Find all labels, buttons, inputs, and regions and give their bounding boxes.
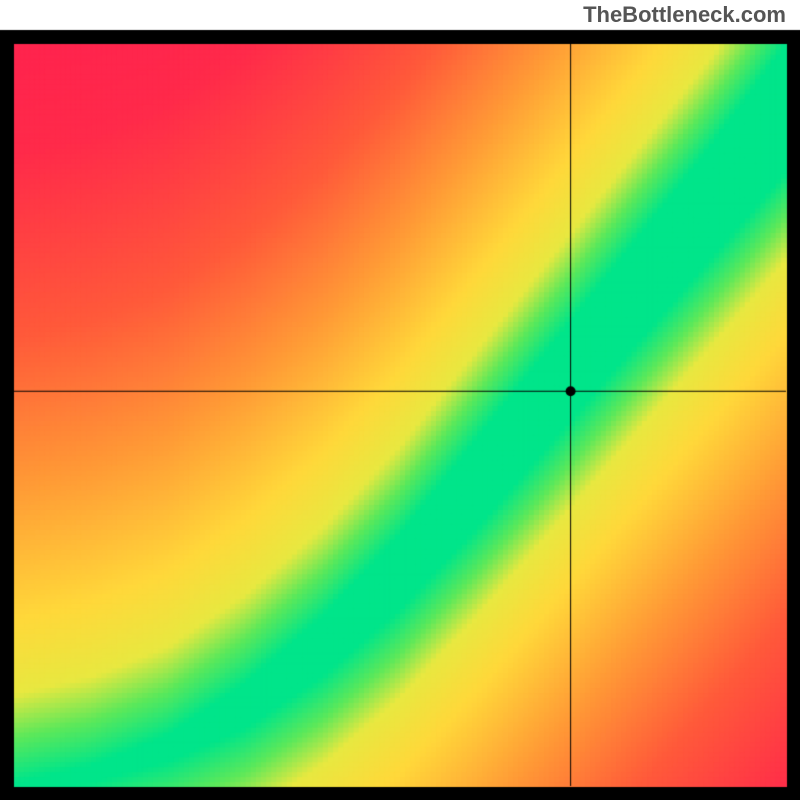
watermark-text: TheBottleneck.com: [583, 2, 786, 28]
heatmap-canvas: [0, 0, 800, 800]
chart-container: TheBottleneck.com: [0, 0, 800, 800]
